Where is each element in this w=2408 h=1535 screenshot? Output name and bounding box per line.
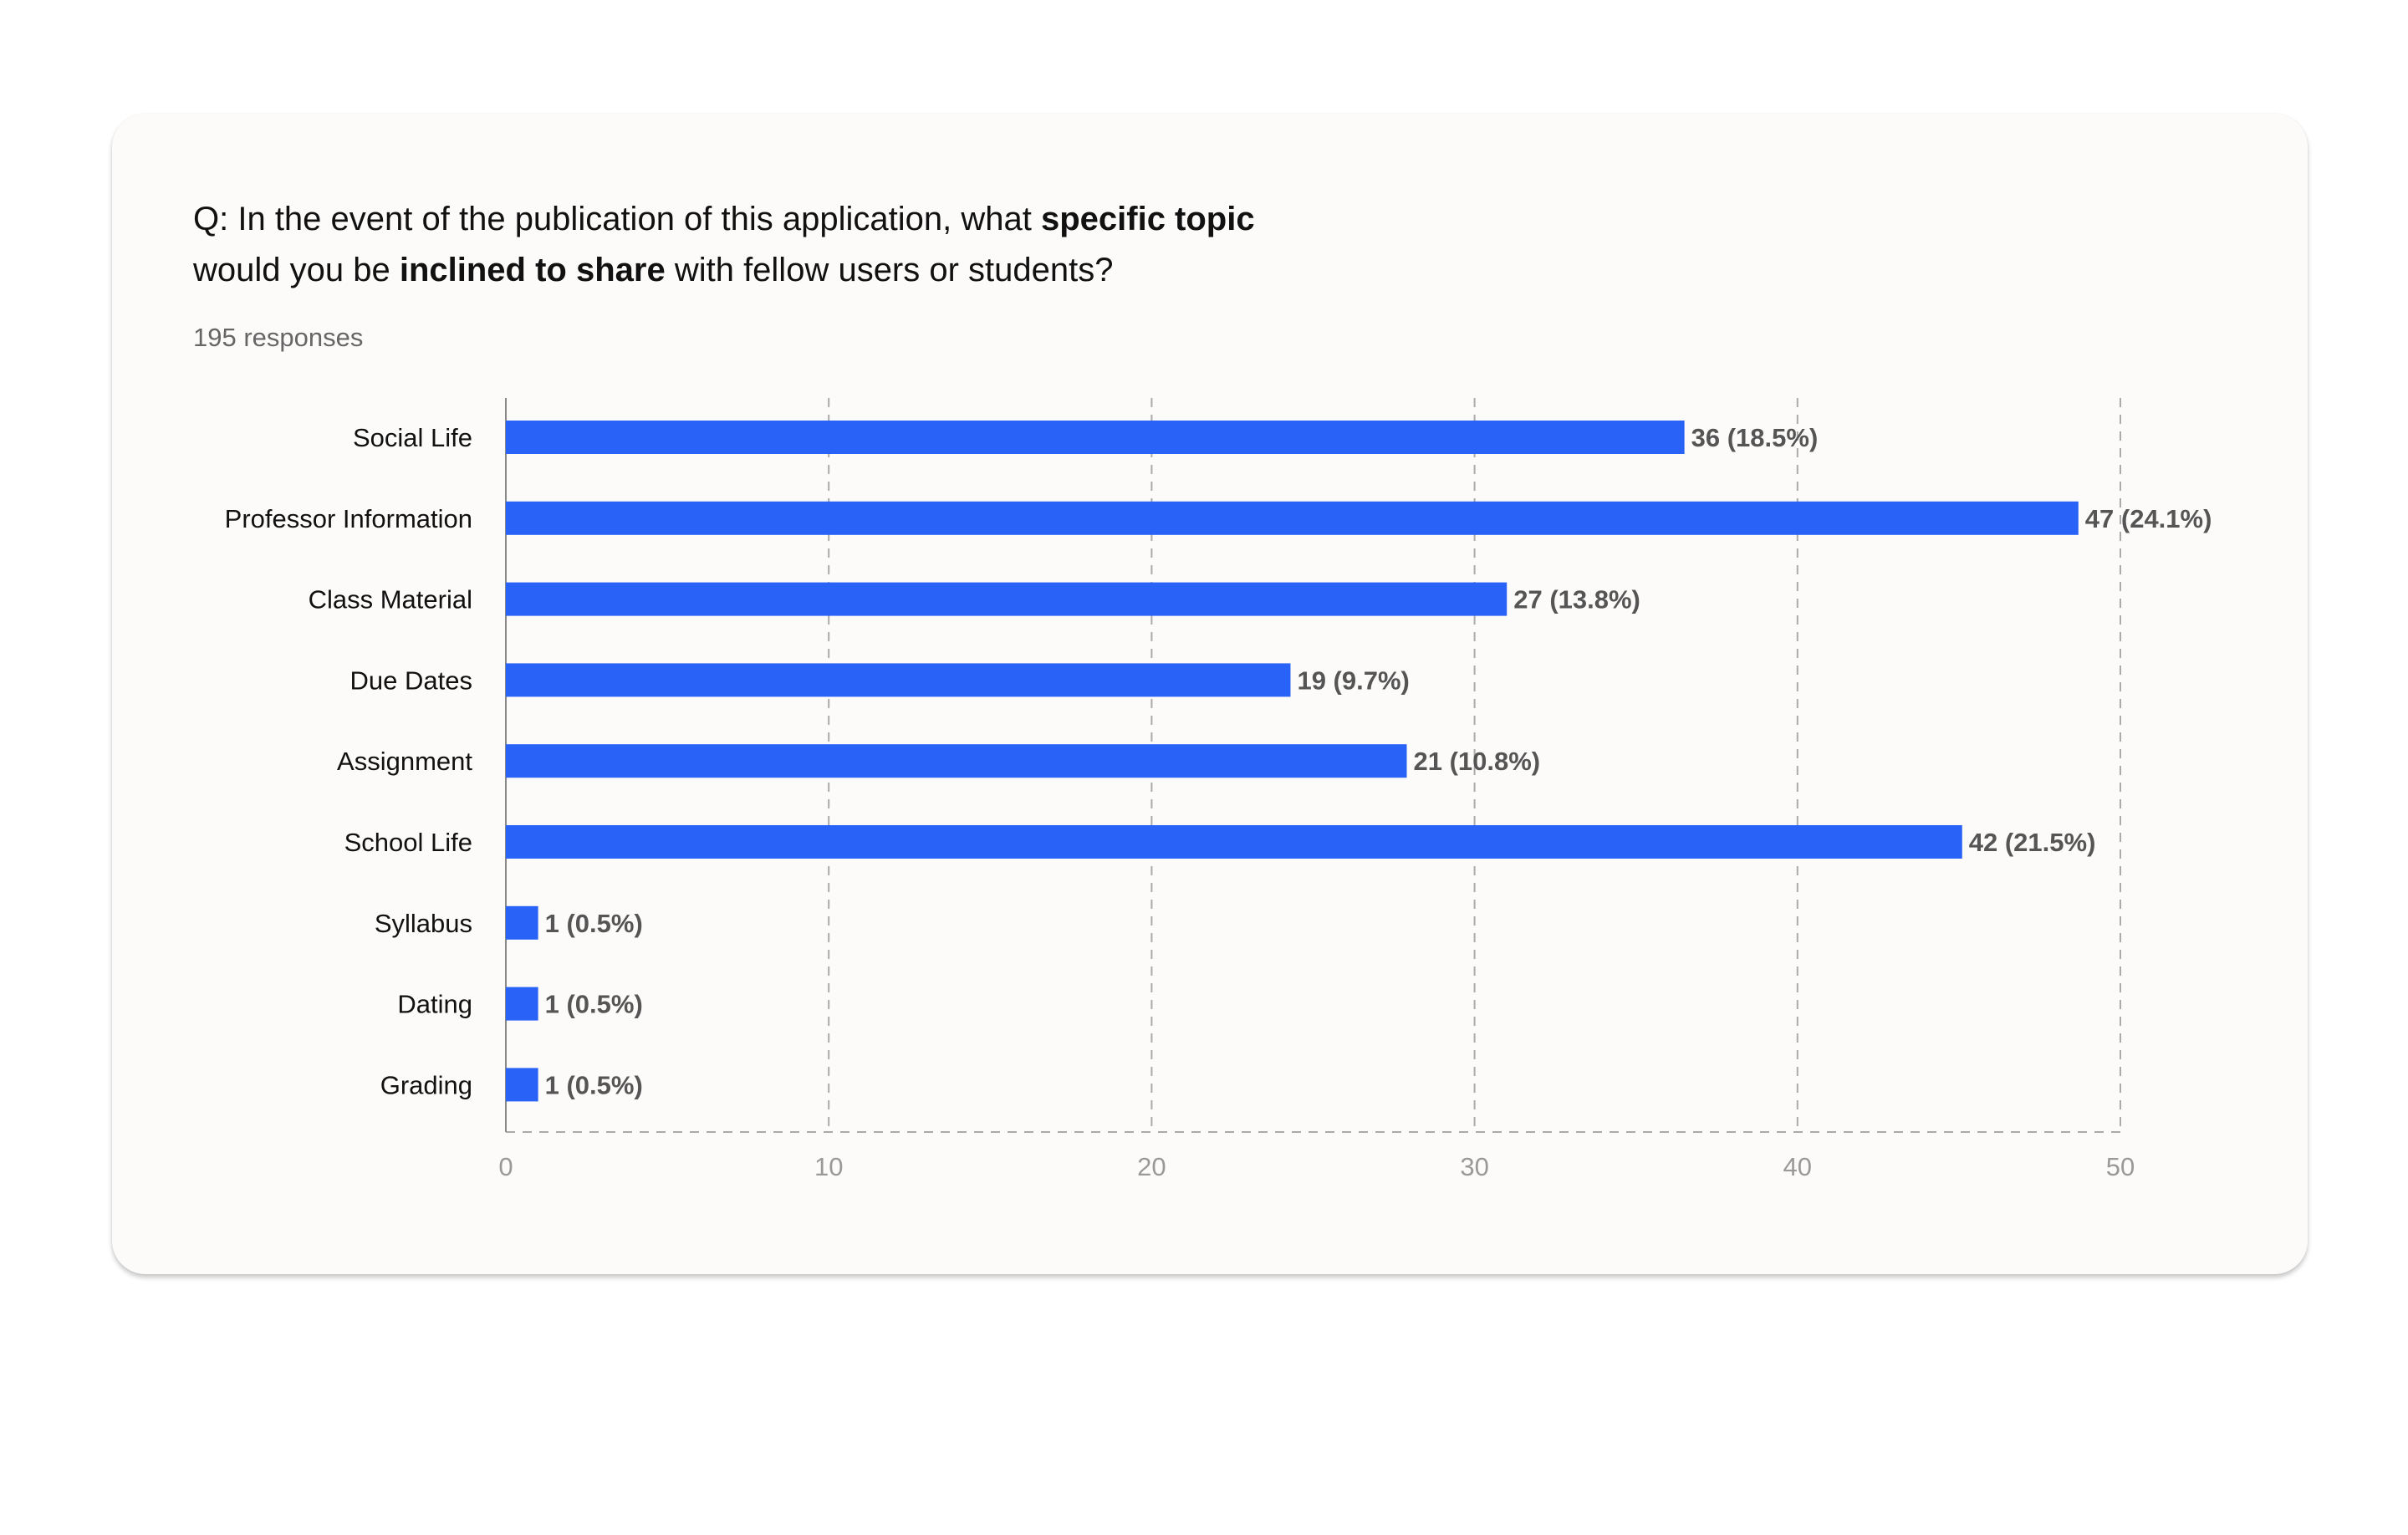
value-label: 27 (13.8%) [1513, 585, 1640, 615]
question-text: Q: In the event of the publication of th… [193, 194, 1447, 296]
response-count: 195 responses [193, 323, 364, 352]
value-label: 19 (9.7%) [1297, 666, 1409, 695]
bar [506, 501, 2079, 535]
x-tick-label: 0 [498, 1152, 513, 1181]
category-label: Due Dates [350, 666, 472, 695]
category-label: Dating [397, 990, 472, 1019]
x-tick-label: 20 [1137, 1152, 1166, 1181]
value-label: 36 (18.5%) [1691, 423, 1819, 452]
value-label: 1 (0.5%) [545, 990, 643, 1019]
category-label: Grading [380, 1070, 472, 1099]
value-label: 1 (0.5%) [545, 909, 643, 938]
question-suffix: with fellow users or students? [665, 252, 1114, 288]
bar [506, 1068, 538, 1102]
value-label: 47 (24.1%) [2085, 504, 2212, 533]
category-label: Syllabus [375, 909, 472, 938]
x-tick-label: 40 [1783, 1152, 1812, 1181]
value-label: 1 (0.5%) [545, 1070, 643, 1099]
bar [506, 663, 1291, 697]
category-label: School Life [344, 828, 472, 857]
bar [506, 905, 538, 940]
value-label: 21 (10.8%) [1413, 747, 1540, 776]
category-label: Assignment [337, 747, 472, 776]
bar [506, 582, 1508, 616]
question-bold-specific-topic: specific topic [1040, 201, 1255, 237]
question-prefix: Q: In the event of the publication of th… [193, 201, 1041, 237]
question-bold-inclined-to-share: inclined to share [399, 252, 666, 288]
bar [506, 825, 1962, 859]
question-middle: would you be [193, 252, 400, 288]
survey-card: Q: In the event of the publication of th… [112, 114, 2308, 1274]
x-tick-label: 50 [2106, 1152, 2135, 1181]
category-label: Class Material [309, 585, 472, 615]
x-tick-label: 30 [1460, 1152, 1488, 1181]
bar-chart: 0 10 20 30 40 50 Social Life 36 (18.5%) Professo… [225, 398, 2212, 1181]
bar [506, 744, 1407, 778]
bar [506, 987, 538, 1021]
value-label: 42 (21.5%) [1969, 828, 2096, 857]
x-tick-label: 10 [814, 1152, 843, 1181]
category-label: Social Life [353, 423, 472, 452]
bar [506, 421, 1685, 454]
category-label: Professor Information [225, 504, 472, 533]
